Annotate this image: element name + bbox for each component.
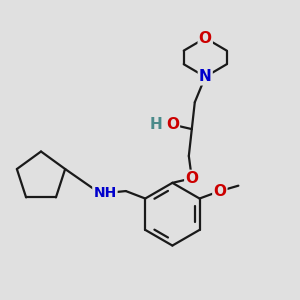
Text: O: O: [166, 117, 179, 132]
Text: NH: NH: [93, 186, 117, 200]
Text: N: N: [199, 69, 211, 84]
Text: H: H: [150, 117, 162, 132]
Text: O: O: [199, 31, 212, 46]
Text: O: O: [213, 184, 226, 199]
Text: O: O: [185, 171, 198, 186]
